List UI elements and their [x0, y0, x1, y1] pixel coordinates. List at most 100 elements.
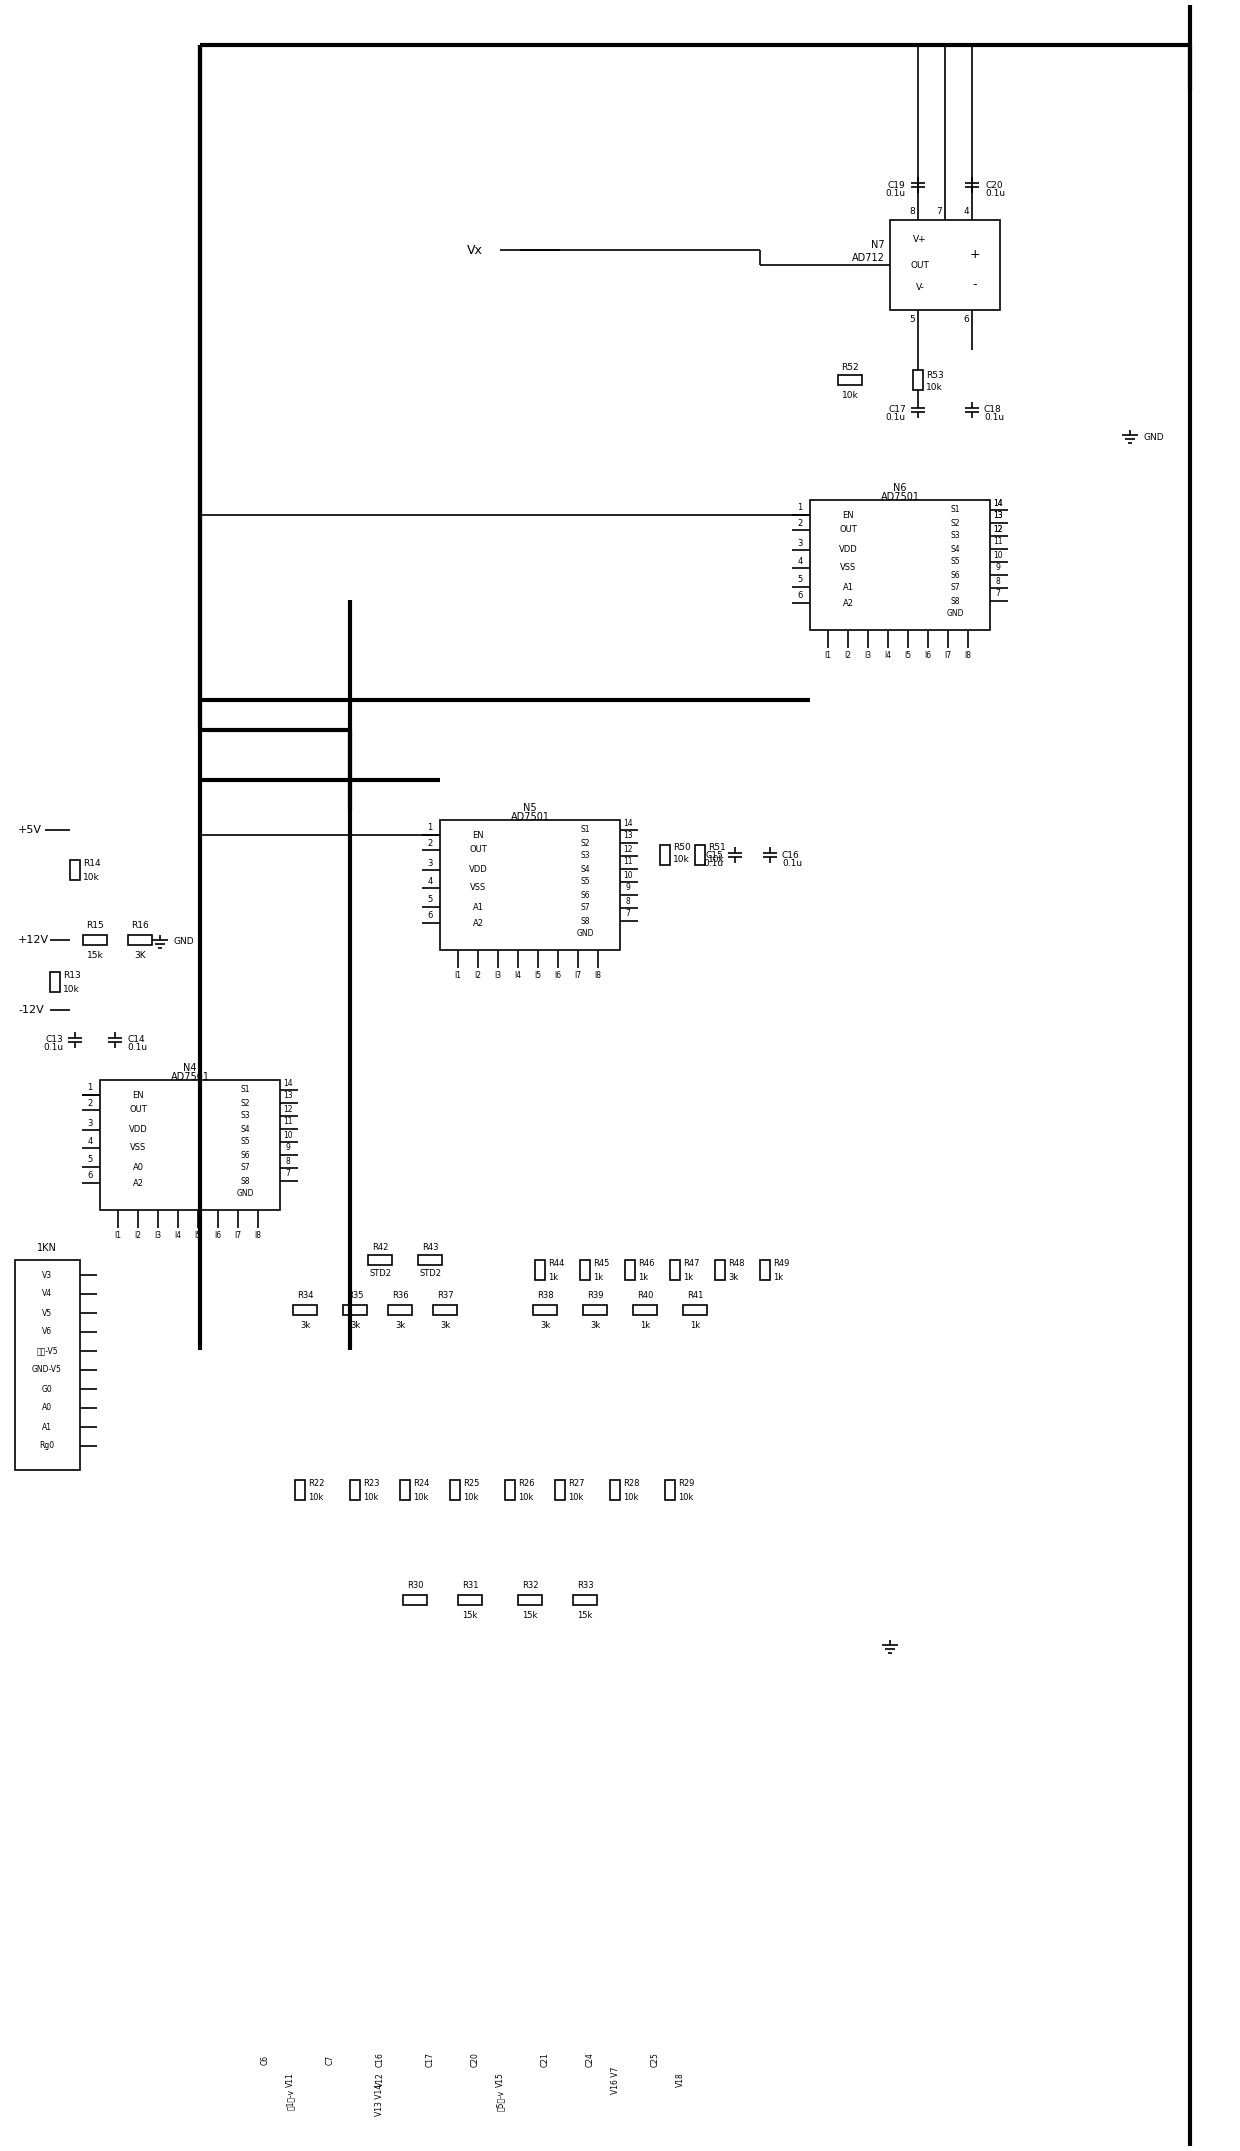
- Text: I7: I7: [234, 1230, 242, 1239]
- Bar: [694, 845, 706, 865]
- Text: 3k: 3k: [440, 1321, 450, 1331]
- Text: R14: R14: [83, 858, 100, 867]
- Bar: [610, 1480, 620, 1499]
- Text: S8: S8: [580, 916, 590, 925]
- Bar: [368, 1254, 392, 1265]
- Bar: [518, 1596, 542, 1605]
- Text: 10k: 10k: [842, 391, 858, 400]
- Bar: [83, 936, 107, 944]
- Text: 9: 9: [996, 564, 1001, 572]
- Text: R44: R44: [548, 1258, 564, 1267]
- Text: 3: 3: [797, 538, 802, 549]
- Text: R46: R46: [639, 1258, 655, 1267]
- Text: S7: S7: [950, 583, 960, 592]
- Text: A1: A1: [842, 583, 853, 592]
- Text: R40: R40: [637, 1291, 653, 1301]
- Text: C6: C6: [260, 2054, 269, 2065]
- Bar: [533, 1306, 557, 1314]
- Text: V15: V15: [496, 2074, 505, 2086]
- Text: I4: I4: [884, 650, 892, 660]
- Text: V12: V12: [376, 2074, 384, 2086]
- Text: I4: I4: [175, 1230, 181, 1239]
- Text: STD2: STD2: [370, 1269, 391, 1278]
- Text: 15k: 15k: [578, 1611, 593, 1620]
- Text: 3: 3: [87, 1119, 93, 1127]
- Text: 13: 13: [993, 512, 1003, 521]
- Text: I2: I2: [844, 650, 852, 660]
- Text: S4: S4: [950, 544, 960, 553]
- Text: VDD: VDD: [838, 546, 857, 555]
- Text: -12V: -12V: [19, 1005, 43, 1015]
- Text: V3: V3: [42, 1271, 52, 1280]
- Text: S6: S6: [241, 1151, 249, 1159]
- Text: S6: S6: [580, 891, 590, 899]
- Text: 10k: 10k: [463, 1493, 479, 1501]
- Text: 0.1u: 0.1u: [126, 1043, 148, 1052]
- Text: 3k: 3k: [590, 1321, 600, 1331]
- Text: R50: R50: [673, 843, 691, 852]
- Text: V4: V4: [42, 1288, 52, 1299]
- Text: 10k: 10k: [678, 1493, 693, 1501]
- Text: R38: R38: [537, 1291, 553, 1301]
- Bar: [670, 1260, 680, 1280]
- Text: S5: S5: [580, 878, 590, 886]
- Bar: [401, 1480, 410, 1499]
- Text: 10k: 10k: [622, 1493, 639, 1501]
- Text: I6: I6: [925, 650, 931, 660]
- Text: 14: 14: [624, 820, 632, 828]
- Text: V18: V18: [676, 2074, 684, 2086]
- Text: 11: 11: [283, 1119, 293, 1127]
- Text: 1k: 1k: [683, 1273, 693, 1282]
- Bar: [100, 1080, 280, 1211]
- Text: 10k: 10k: [63, 985, 79, 994]
- Text: R25: R25: [463, 1478, 480, 1488]
- Text: 0.1u: 0.1u: [985, 189, 1006, 198]
- Bar: [403, 1596, 427, 1605]
- Text: S5: S5: [241, 1138, 249, 1146]
- Text: 3K: 3K: [134, 951, 146, 961]
- Text: V13 V14: V13 V14: [376, 2084, 384, 2117]
- Text: R23: R23: [363, 1478, 379, 1488]
- Bar: [343, 1306, 367, 1314]
- Text: S1: S1: [950, 505, 960, 514]
- Text: A2: A2: [842, 598, 853, 607]
- Text: 10k: 10k: [708, 856, 724, 865]
- Text: GND: GND: [174, 938, 193, 946]
- Text: A2: A2: [133, 1179, 144, 1187]
- Text: 第1路-v: 第1路-v: [285, 2089, 295, 2110]
- Bar: [760, 1260, 770, 1280]
- Text: 8: 8: [626, 897, 630, 906]
- Text: VSS: VSS: [839, 564, 856, 572]
- Text: R33: R33: [577, 1581, 593, 1590]
- Text: S5: S5: [950, 557, 960, 566]
- Text: 10k: 10k: [518, 1493, 533, 1501]
- Bar: [293, 1306, 317, 1314]
- Text: C24: C24: [585, 2052, 594, 2067]
- Text: A0: A0: [42, 1402, 52, 1413]
- Text: I5: I5: [904, 650, 911, 660]
- Text: 3k: 3k: [539, 1321, 551, 1331]
- Bar: [632, 1306, 657, 1314]
- Text: GND: GND: [237, 1190, 254, 1198]
- Text: 3k: 3k: [394, 1321, 405, 1331]
- Text: 10: 10: [624, 871, 632, 880]
- Text: I1: I1: [114, 1230, 122, 1239]
- Text: VSS: VSS: [470, 884, 486, 893]
- Text: R13: R13: [63, 970, 81, 979]
- Text: 4: 4: [963, 206, 968, 217]
- Text: 14: 14: [993, 499, 1003, 508]
- Text: 11: 11: [624, 858, 632, 867]
- Text: 1k: 1k: [639, 1273, 649, 1282]
- Text: 4: 4: [87, 1136, 93, 1146]
- Text: I8: I8: [965, 650, 971, 660]
- Bar: [440, 820, 620, 951]
- Text: S2: S2: [241, 1099, 249, 1108]
- Text: R15: R15: [86, 921, 104, 931]
- Text: R39: R39: [587, 1291, 603, 1301]
- Text: EN: EN: [842, 510, 854, 521]
- Text: 7: 7: [996, 589, 1001, 598]
- Text: G0: G0: [42, 1385, 52, 1394]
- Bar: [350, 1480, 360, 1499]
- Text: S3: S3: [950, 531, 960, 540]
- Text: R34: R34: [296, 1291, 314, 1301]
